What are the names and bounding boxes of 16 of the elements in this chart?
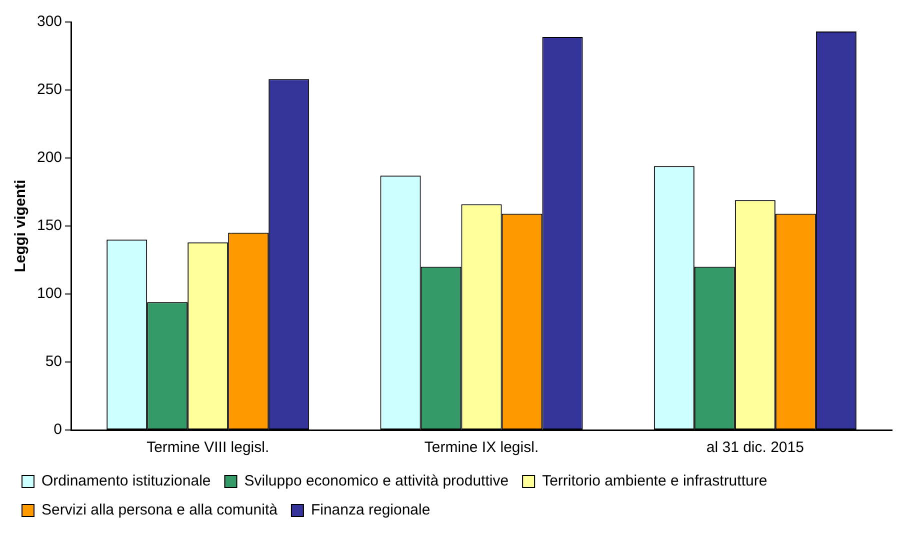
y-tick-label: 200 xyxy=(36,149,62,166)
x-tick-label: Termine IX legisl. xyxy=(424,439,539,456)
legend-label: Finanza regionale xyxy=(310,502,430,519)
legend-label: Territorio ambiente e infrastrutture xyxy=(542,472,768,490)
legend-label: Servizi alla persona e alla comunità xyxy=(42,502,278,519)
y-axis-title: Leggi vigenti xyxy=(12,180,30,272)
legend-label: Ordinamento istituzionale xyxy=(42,472,211,490)
x-tick-label: al 31 dic. 2015 xyxy=(706,439,804,456)
y-tick-label: 0 xyxy=(54,421,62,438)
y-tick-label: 150 xyxy=(36,217,62,234)
y-tick-label: 300 xyxy=(36,13,62,30)
y-tick-label: 100 xyxy=(36,285,62,302)
x-tick-label: Termine VIII legisl. xyxy=(146,439,270,456)
y-tick-label: 250 xyxy=(36,81,62,98)
legend-label: Sviluppo economico e attività produttive xyxy=(244,472,509,490)
y-tick-label: 50 xyxy=(45,353,62,370)
